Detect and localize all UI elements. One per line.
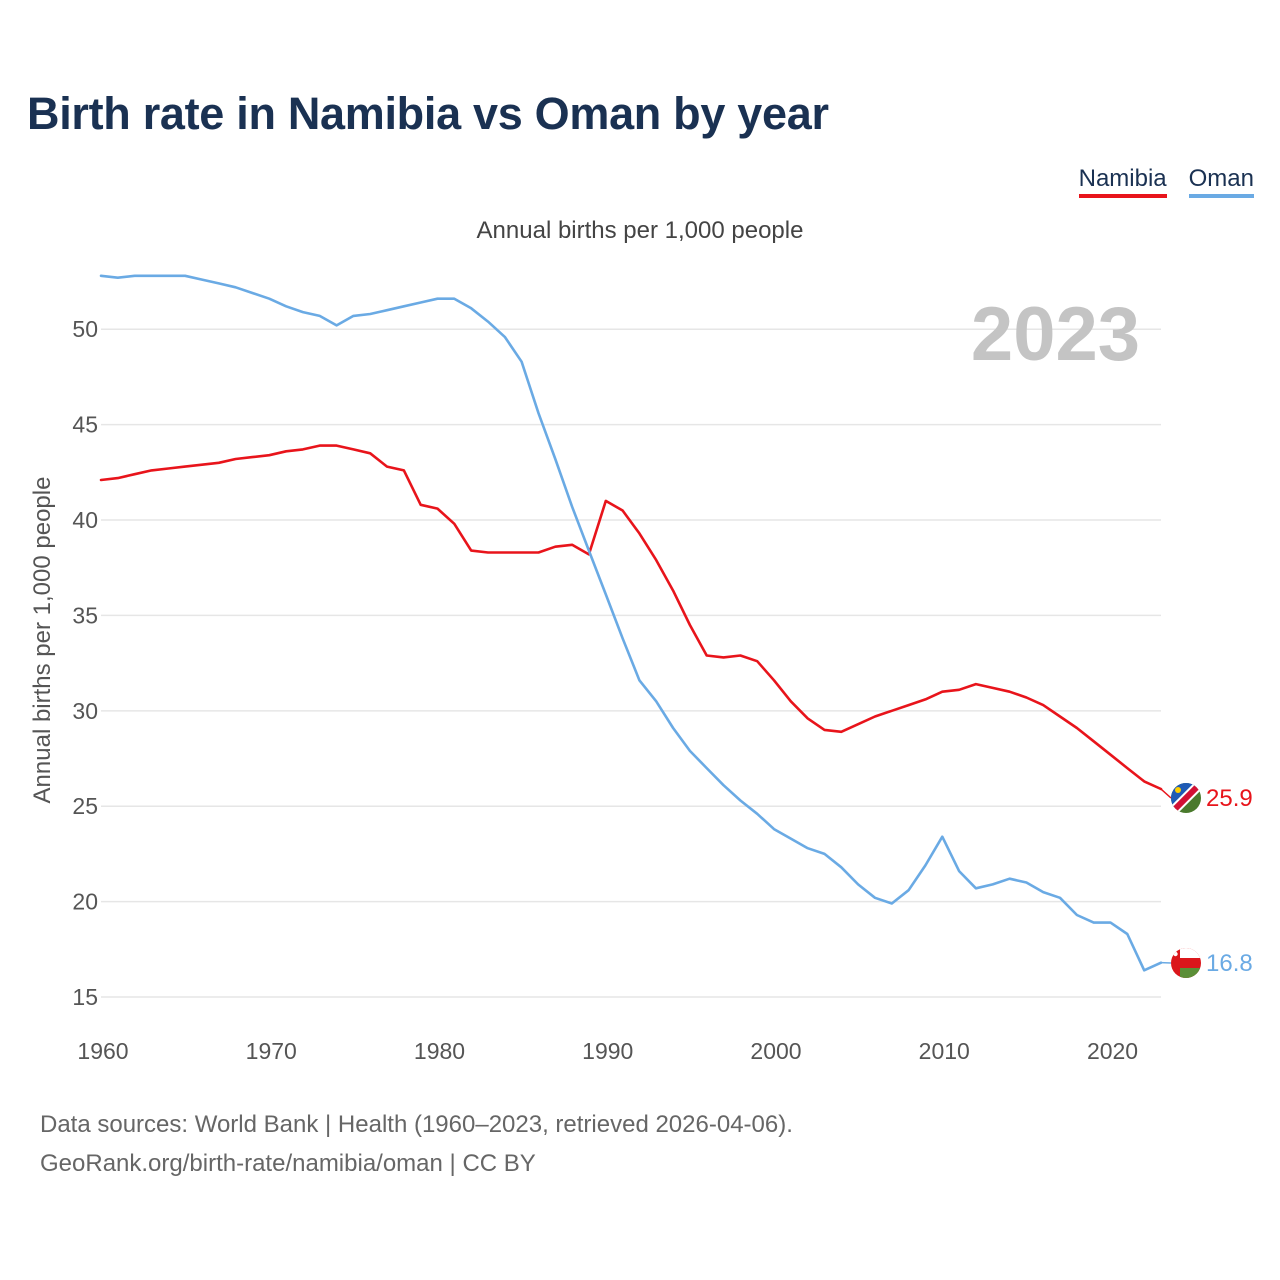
y-tick-label: 45	[72, 412, 98, 438]
series-line-oman	[99, 274, 1163, 972]
x-tick-label: 1990	[582, 1038, 633, 1064]
oman-flag-icon	[1171, 948, 1201, 978]
x-tick-label: 1970	[246, 1038, 297, 1064]
y-tick-label: 20	[72, 889, 98, 915]
series-line-namibia	[99, 444, 1163, 791]
end-label-oman: 16.8	[1206, 950, 1253, 977]
footer: Data sources: World Bank | Health (1960–…	[40, 1105, 793, 1183]
y-tick-label: 25	[72, 793, 98, 819]
year-watermark: 2023	[971, 292, 1140, 377]
footer-sources: Data sources: World Bank | Health (1960–…	[40, 1111, 793, 1138]
chart-subtitle: Annual births per 1,000 people	[476, 217, 804, 244]
y-tick-label: 50	[72, 316, 98, 342]
legend: Namibia Oman	[1078, 165, 1254, 198]
x-tick-label: 2000	[750, 1038, 801, 1064]
y-tick-label: 30	[72, 698, 98, 724]
end-label-namibia: 25.9	[1206, 785, 1253, 812]
x-tick-label: 2020	[1087, 1038, 1138, 1064]
y-axis-label: Annual births per 1,000 people	[29, 477, 56, 804]
y-tick-label: 35	[72, 602, 98, 628]
line-chart: 15 20 25 30 35 40 45 50 1960 1970 1980 1990 2000 2010…	[29, 274, 1253, 1064]
x-tick-label: 1980	[414, 1038, 465, 1064]
y-tick-label: 40	[72, 507, 98, 533]
namibia-flag-icon	[1171, 783, 1201, 813]
y-tick-label: 15	[72, 984, 98, 1010]
footer-link[interactable]: GeoRank.org/birth-rate/namibia/oman | CC…	[40, 1150, 536, 1177]
x-tick-label: 1960	[77, 1038, 128, 1064]
legend-item-oman[interactable]: Oman	[1188, 165, 1254, 198]
end-connector-namibia	[1160, 788, 1172, 799]
x-tick-label: 2010	[919, 1038, 970, 1064]
chart-title: Birth rate in Namibia vs Oman by year	[27, 88, 829, 139]
legend-item-namibia[interactable]: Namibia	[1078, 165, 1167, 198]
